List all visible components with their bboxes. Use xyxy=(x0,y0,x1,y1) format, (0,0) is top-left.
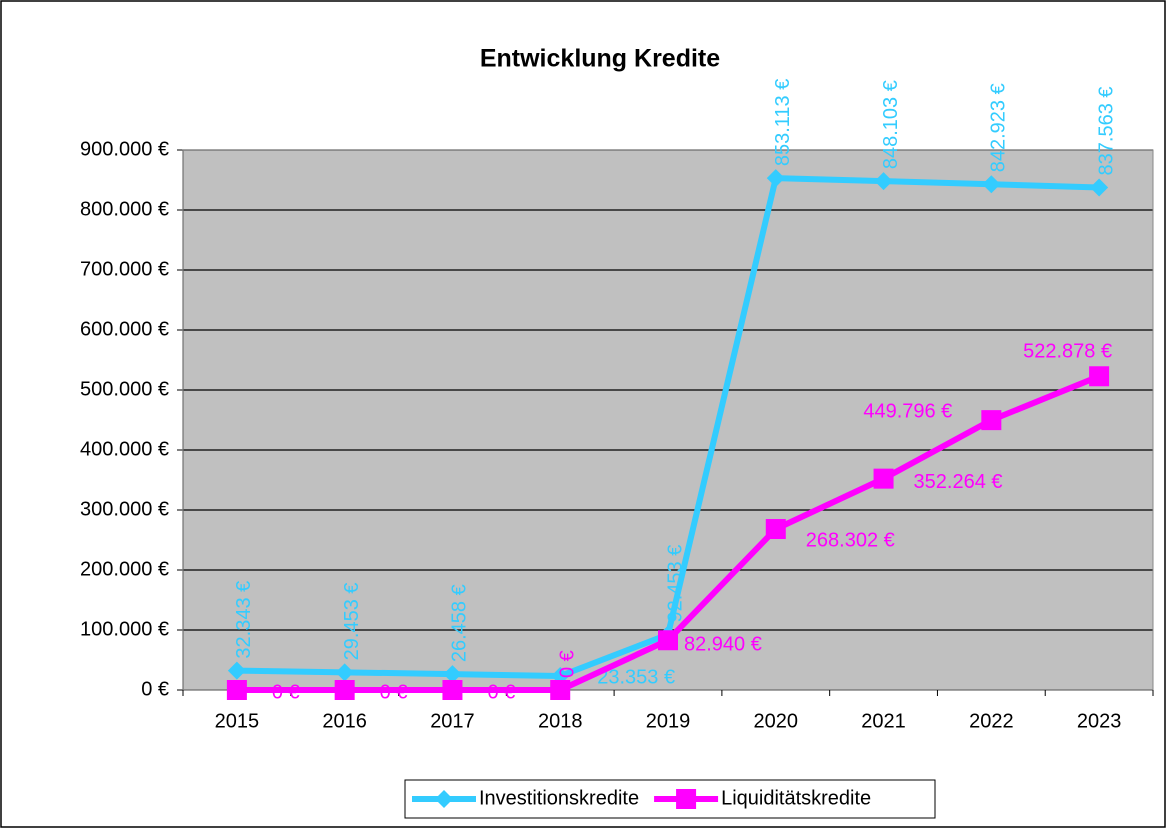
data-label: 352.264 € xyxy=(914,471,1003,493)
data-label: 92.453 € xyxy=(664,545,686,623)
legend-label: Liquiditätskredite xyxy=(721,787,871,809)
y-tick-label: 500.000 € xyxy=(80,378,169,400)
legend-item: Liquiditätskredite xyxy=(654,787,871,809)
x-tick-label: 2016 xyxy=(322,710,367,732)
y-tick-label: 600.000 € xyxy=(80,318,169,340)
data-label: 848.103 € xyxy=(880,80,902,169)
x-tick-label: 2021 xyxy=(861,710,906,732)
data-point xyxy=(334,680,355,700)
data-point xyxy=(873,468,894,489)
data-label: 268.302 € xyxy=(806,529,895,551)
data-label: 82.940 € xyxy=(684,634,762,656)
x-tick-label: 2023 xyxy=(1077,710,1122,732)
x-tick-label: 2018 xyxy=(538,710,583,732)
data-point xyxy=(227,661,246,680)
x-tick-label: 2019 xyxy=(646,710,691,732)
y-tick-label: 200.000 € xyxy=(80,558,169,580)
data-point xyxy=(982,175,1001,194)
data-label: 0 € xyxy=(380,681,408,703)
data-point xyxy=(443,665,462,684)
data-label: 522.878 € xyxy=(1023,341,1112,363)
data-label: 0 € xyxy=(557,650,579,678)
data-label: 32.343 € xyxy=(233,581,255,659)
y-tick-label: 100.000 € xyxy=(80,618,169,640)
legend-marker xyxy=(676,789,697,809)
data-point xyxy=(874,172,893,191)
data-label: 449.796 € xyxy=(863,400,952,422)
data-label: 29.453 € xyxy=(341,582,363,660)
legend-marker xyxy=(435,790,453,808)
plot-border xyxy=(182,149,1154,691)
data-point xyxy=(766,169,785,188)
data-point xyxy=(765,519,786,540)
data-point xyxy=(658,630,678,651)
data-label: 0 € xyxy=(272,681,300,703)
data-point xyxy=(335,663,354,682)
data-label: 0 € xyxy=(487,681,515,703)
data-label: 837.563 € xyxy=(1095,86,1117,175)
chart-title: Entwicklung Kredite xyxy=(480,45,720,73)
data-label: 853.113 € xyxy=(772,79,794,167)
data-point xyxy=(1089,366,1110,387)
y-tick-label: 900.000 € xyxy=(80,138,169,160)
y-tick-label: 0 € xyxy=(141,678,169,700)
data-point xyxy=(981,410,1002,431)
legend-label: Investitionskredite xyxy=(479,787,639,809)
data-point xyxy=(442,680,463,700)
data-label: 23.353 € xyxy=(597,666,675,688)
y-tick-label: 400.000 € xyxy=(80,438,169,460)
data-point xyxy=(1090,178,1109,197)
x-tick-label: 2020 xyxy=(754,710,799,732)
y-tick-label: 300.000 € xyxy=(80,498,169,520)
y-tick-label: 800.000 € xyxy=(80,198,169,220)
data-point xyxy=(226,680,247,700)
data-label: 842.923 € xyxy=(988,83,1010,172)
x-tick-label: 2017 xyxy=(430,710,475,732)
data-label: 26.458 € xyxy=(449,584,471,662)
x-tick-label: 2015 xyxy=(215,710,260,732)
legend-item: Investitionskredite xyxy=(412,787,639,809)
x-tick-label: 2022 xyxy=(969,710,1014,732)
y-tick-label: 700.000 € xyxy=(80,258,169,280)
data-point xyxy=(550,680,571,700)
